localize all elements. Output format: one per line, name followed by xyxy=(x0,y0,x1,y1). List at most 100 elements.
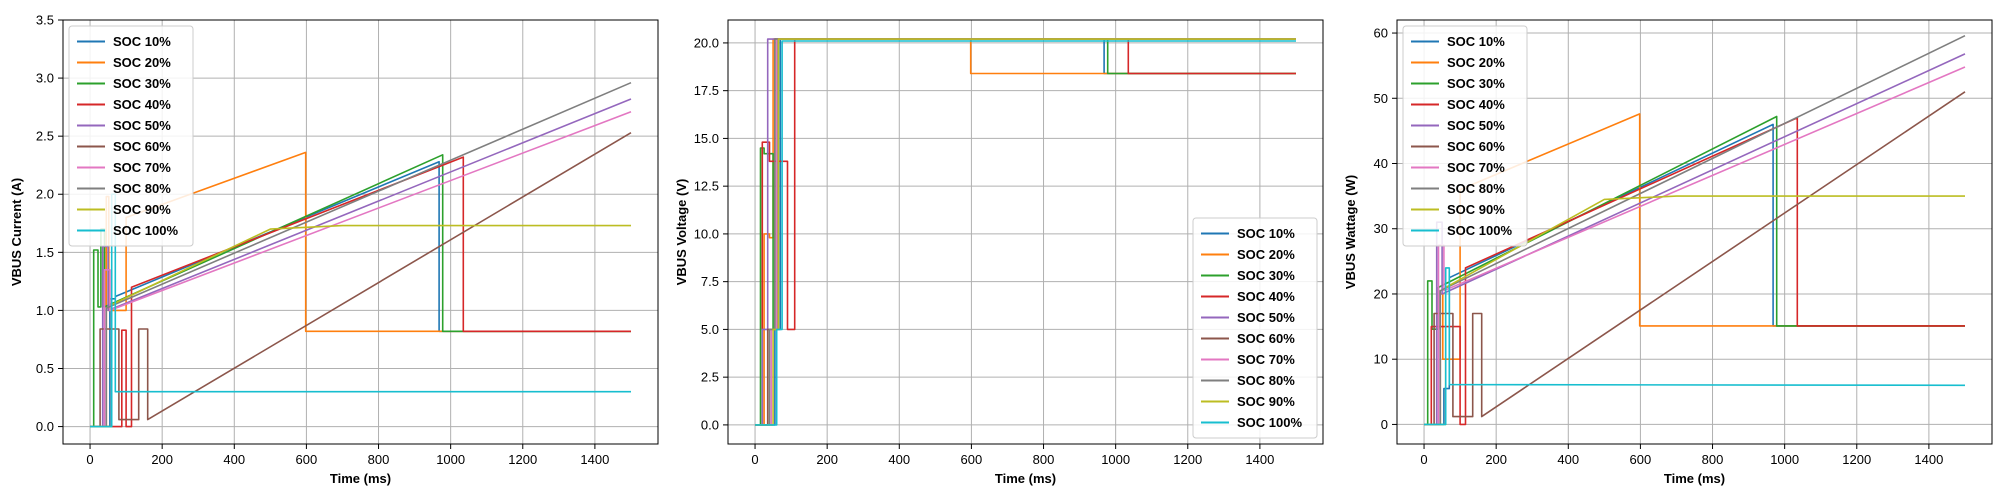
series-lines xyxy=(755,38,1296,426)
x-tick-label: 800 xyxy=(368,452,390,467)
x-axis-label: Time (ms) xyxy=(1664,471,1725,486)
legend: SOC 10% SOC 20% SOC 30% SOC 40% SOC 50% SOC 6… xyxy=(1402,25,1528,247)
x-tick-label: 1200 xyxy=(1842,452,1871,467)
y-tick-label: 0.0 xyxy=(36,419,54,434)
x-tick-label: 0 xyxy=(86,452,93,467)
subplots: 0 200 400 600 800 1000 1200 14000.00.51.01.52.0… xyxy=(9,13,1993,486)
y-tick-label: 20.0 xyxy=(694,35,719,50)
x-tick-label: 1000 xyxy=(1101,452,1130,467)
axes-frame xyxy=(62,19,659,445)
y-tick-label: 2.5 xyxy=(36,129,54,144)
x-tick-label: 400 xyxy=(888,452,910,467)
legend-entry-label: SOC 60% xyxy=(1447,139,1505,154)
y-axis-label: VBUS Current (A) xyxy=(9,178,24,286)
legend-entry-label: SOC 90% xyxy=(1447,202,1505,217)
x-tick-label: 1200 xyxy=(1173,452,1202,467)
y-tick-label: 1.0 xyxy=(36,303,54,318)
x-tick-label: 0 xyxy=(751,452,758,467)
legend-entry-label: SOC 10% xyxy=(113,34,171,49)
legend-entry-label: SOC 60% xyxy=(1237,331,1295,346)
x-tick-label: 0 xyxy=(1420,452,1427,467)
y-tick-label: 0.5 xyxy=(36,361,54,376)
legend-entry-label: SOC 40% xyxy=(1447,97,1505,112)
chart-panel-2: 0 200 400 600 800 1000 1200 1400 0.0 2.5 5.0 7.5 10.… xyxy=(674,19,1324,486)
series-line-soc-100- xyxy=(1424,267,1966,426)
y-tick-label: 0.0 xyxy=(701,417,719,432)
y-axis-label: VBUS Wattage (W) xyxy=(1343,175,1358,289)
legend-entry-label: SOC 50% xyxy=(1447,118,1505,133)
x-tick-label: 1400 xyxy=(580,452,609,467)
legend-entry-label: SOC 80% xyxy=(113,181,171,196)
legend-entry-label: SOC 50% xyxy=(113,118,171,133)
y-tick-label: 40 xyxy=(1374,156,1388,171)
series-line-soc-30- xyxy=(1424,115,1965,426)
y-tick-label: 7.5 xyxy=(701,274,719,289)
legend-entry-label: SOC 70% xyxy=(1237,352,1295,367)
legend-entry-label: SOC 80% xyxy=(1237,373,1295,388)
chart-panel-1: 0 200 400 600 800 1000 1200 1400 0.0 0.5 1.0 1.5 2.0… xyxy=(9,13,659,486)
x-tick-label: 600 xyxy=(1630,452,1652,467)
y-tick-label: 12.5 xyxy=(694,179,719,194)
legend-entry-label: SOC 30% xyxy=(1237,268,1295,283)
legend-entry-label: SOC 50% xyxy=(1237,310,1295,325)
y-tick-label: 3.5 xyxy=(36,13,54,28)
x-tick-label: 600 xyxy=(961,452,983,467)
x-tick-label: 800 xyxy=(1033,452,1055,467)
x-axis-label: Time (ms) xyxy=(330,471,391,486)
legend-entry-label: SOC 100% xyxy=(113,223,178,238)
x-tick-label: 200 xyxy=(816,452,838,467)
legend-entry-label: SOC 70% xyxy=(113,160,171,175)
legend-entry-label: SOC 60% xyxy=(113,139,171,154)
legend-entry-label: SOC 10% xyxy=(1237,226,1295,241)
series-line-soc-40- xyxy=(90,156,631,428)
series-line-soc-100- xyxy=(755,40,1296,426)
y-tick-label: 30 xyxy=(1374,221,1388,236)
y-axis-label: VBUS Voltage (V) xyxy=(674,179,689,286)
x-tick-label: 1400 xyxy=(1245,452,1274,467)
y-tick-label: 2.5 xyxy=(701,370,719,385)
x-tick-label: 1200 xyxy=(508,452,537,467)
x-tick-label: 200 xyxy=(1485,452,1507,467)
legend-entry-label: SOC 30% xyxy=(113,76,171,91)
legend-entry-label: SOC 30% xyxy=(1447,76,1505,91)
y-tick-label: 2.0 xyxy=(36,187,54,202)
x-axis-label: Time (ms) xyxy=(995,471,1056,486)
y-tick-label: 1.5 xyxy=(36,245,54,260)
axes-frame xyxy=(1396,19,1993,445)
y-tick-label: 20 xyxy=(1374,286,1388,301)
legend-entry-label: SOC 20% xyxy=(1237,247,1295,262)
y-tick-label: 5.0 xyxy=(701,322,719,337)
x-tick-label: 400 xyxy=(1557,452,1579,467)
legend-entry-label: SOC 100% xyxy=(1237,415,1302,430)
y-tick-label: 10 xyxy=(1374,352,1388,367)
series-line-soc-60- xyxy=(90,132,632,428)
legend-entry-label: SOC 40% xyxy=(113,97,171,112)
legend-entry-label: SOC 20% xyxy=(113,55,171,70)
y-tick-label: 17.5 xyxy=(694,83,719,98)
series-line-soc-10- xyxy=(755,38,1296,426)
legend-entry-label: SOC 90% xyxy=(113,202,171,217)
series-lines xyxy=(1424,34,1966,426)
axes-frame xyxy=(727,19,1324,445)
series-line-soc-40- xyxy=(1424,117,1965,426)
x-tick-label: 800 xyxy=(1702,452,1724,467)
legend-entry-label: SOC 90% xyxy=(1237,394,1295,409)
x-tick-label: 1000 xyxy=(436,452,465,467)
legend-entry-label: SOC 40% xyxy=(1237,289,1295,304)
legend-entry-label: SOC 70% xyxy=(1447,160,1505,175)
series-line-soc-30- xyxy=(755,38,1296,426)
x-tick-label: 1000 xyxy=(1770,452,1799,467)
y-tick-label: 10.0 xyxy=(694,226,719,241)
series-line-soc-60- xyxy=(1424,91,1966,426)
y-tick-label: 15.0 xyxy=(694,131,719,146)
legend-box xyxy=(1192,217,1318,439)
legend-entry-label: SOC 100% xyxy=(1447,223,1512,238)
legend-entry-label: SOC 80% xyxy=(1447,181,1505,196)
legend-box xyxy=(68,25,194,247)
legend-entry-label: SOC 20% xyxy=(1447,55,1505,70)
legend-box xyxy=(1402,25,1528,247)
y-tick-label: 0 xyxy=(1381,417,1388,432)
y-tick-label: 50 xyxy=(1374,91,1388,106)
x-tick-label: 200 xyxy=(151,452,173,467)
